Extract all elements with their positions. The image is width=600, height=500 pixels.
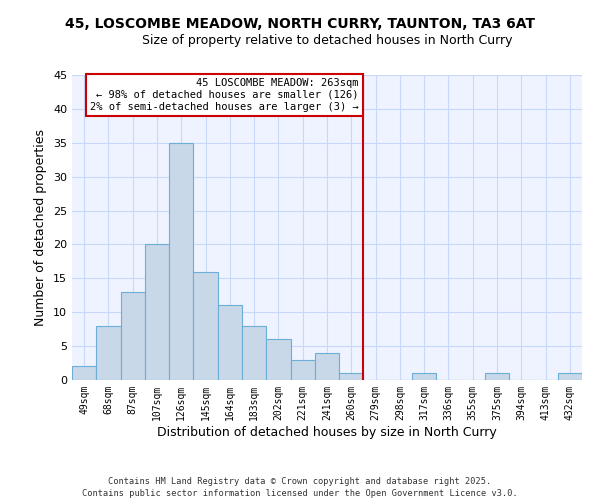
Text: 45 LOSCOMBE MEADOW: 263sqm
← 98% of detached houses are smaller (126)
2% of semi: 45 LOSCOMBE MEADOW: 263sqm ← 98% of deta… [90, 78, 359, 112]
Bar [145, 244, 169, 380]
Bar [266, 340, 290, 380]
Bar [72, 366, 96, 380]
Bar [193, 272, 218, 380]
Bar [290, 360, 315, 380]
Bar [339, 373, 364, 380]
X-axis label: Distribution of detached houses by size in North Curry: Distribution of detached houses by size … [157, 426, 497, 438]
Bar [242, 326, 266, 380]
Bar [412, 373, 436, 380]
Title: Size of property relative to detached houses in North Curry: Size of property relative to detached ho… [142, 34, 512, 48]
Bar [169, 143, 193, 380]
Bar [315, 353, 339, 380]
Bar [485, 373, 509, 380]
Bar [121, 292, 145, 380]
Bar [96, 326, 121, 380]
Text: 45, LOSCOMBE MEADOW, NORTH CURRY, TAUNTON, TA3 6AT: 45, LOSCOMBE MEADOW, NORTH CURRY, TAUNTO… [65, 18, 535, 32]
Text: Contains HM Land Registry data © Crown copyright and database right 2025.
Contai: Contains HM Land Registry data © Crown c… [82, 476, 518, 498]
Bar [218, 306, 242, 380]
Bar [558, 373, 582, 380]
Y-axis label: Number of detached properties: Number of detached properties [34, 129, 47, 326]
